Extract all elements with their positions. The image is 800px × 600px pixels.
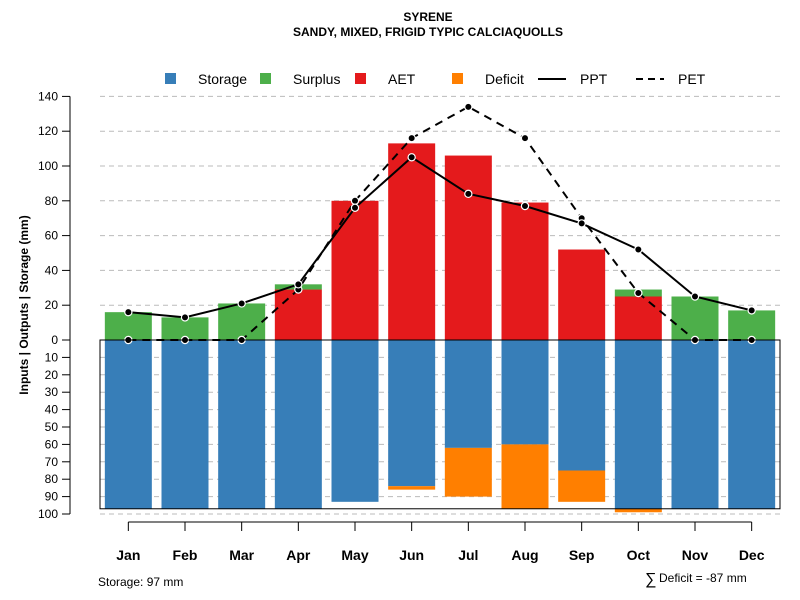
- bar-surplus-dec: [728, 310, 776, 340]
- point-ppt-jun: [407, 153, 416, 162]
- bar-deficit-oct: [614, 508, 662, 513]
- x-tick-label-jul: Jul: [458, 547, 478, 563]
- legend-swatch-surplus: [260, 73, 271, 84]
- x-tick-label-may: May: [341, 547, 368, 563]
- point-ppt-sep: [577, 219, 586, 228]
- bar-storage-mar: [218, 340, 266, 509]
- legend: Storage Surplus AET Deficit PPT PET: [165, 71, 706, 87]
- bar-storage-apr: [274, 340, 322, 509]
- y-tick-label-lower-80: 80: [45, 472, 59, 486]
- legend-label-deficit: Deficit: [485, 71, 524, 87]
- legend-swatch-deficit: [452, 73, 463, 84]
- x-tick-label-jun: Jun: [399, 547, 424, 563]
- bar-storage-feb: [161, 340, 209, 509]
- point-ppt-may: [350, 203, 360, 212]
- bar-deficit-sep: [558, 470, 606, 502]
- storage-footnote: Storage: 97 mm: [98, 575, 183, 589]
- y-tick-label-lower-40: 40: [45, 403, 59, 417]
- point-pet-oct: [634, 288, 643, 298]
- bar-storage-nov: [671, 340, 719, 509]
- deficit-sum-icon: ∑: [645, 571, 656, 588]
- legend-label-pet: PET: [678, 71, 706, 87]
- point-ppt-apr: [294, 280, 303, 289]
- point-pet-jun: [407, 133, 416, 143]
- legend-label-aet: AET: [388, 71, 416, 87]
- point-ppt-oct: [634, 245, 643, 254]
- bar-storage-may: [331, 340, 379, 502]
- x-tick-label-nov: Nov: [682, 547, 709, 563]
- storage-frame: [99, 339, 781, 510]
- y-tick-label-lower-100: 100: [38, 507, 58, 521]
- bar-storage-jun: [388, 340, 436, 487]
- y-tick-label-upper-20: 20: [45, 298, 59, 312]
- y-tick-label-lower-20: 20: [45, 368, 59, 382]
- bar-storage-sep: [558, 340, 606, 471]
- point-ppt-jul: [464, 189, 473, 199]
- bar-storage-jan: [104, 340, 152, 509]
- point-ppt-feb: [180, 313, 190, 322]
- bar-storage-dec: [728, 340, 776, 509]
- y-tick-label-upper-0: 0: [51, 333, 58, 347]
- bar-aet-may: [331, 200, 379, 340]
- x-tick-label-apr: Apr: [286, 547, 311, 563]
- y-tick-label-lower-90: 90: [45, 490, 59, 504]
- chart-title: SYRENE: [403, 10, 452, 24]
- legend-swatch-storage: [165, 73, 176, 84]
- x-tick-label-aug: Aug: [511, 547, 538, 563]
- y-tick-label-lower-60: 60: [45, 437, 59, 451]
- point-pet-jul: [464, 102, 473, 112]
- legend-swatch-aet: [355, 73, 366, 84]
- point-pet-may: [350, 196, 360, 205]
- y-tick-label-lower-50: 50: [45, 420, 59, 434]
- y-tick-label-upper-100: 100: [38, 159, 58, 173]
- y-axis-label: Inputs | Outputs | Storage (mm): [17, 215, 31, 394]
- bar-deficit-aug: [501, 444, 549, 509]
- bar-deficit-jun: [388, 486, 436, 490]
- point-ppt-jan: [124, 307, 133, 317]
- bar-aet-aug: [501, 202, 549, 340]
- bar-aet-sep: [558, 249, 606, 340]
- bar-aet-jun: [388, 143, 436, 340]
- bar-storage-aug: [501, 340, 549, 445]
- chart-subtitle: SANDY, MIXED, FRIGID TYPIC CALCIAQUOLLS: [293, 25, 563, 39]
- bars: [104, 143, 776, 513]
- bar-aet-apr: [274, 289, 322, 340]
- y-tick-label-lower-30: 30: [45, 385, 59, 399]
- x-tick-label-dec: Dec: [739, 547, 765, 563]
- y-tick-label-upper-140: 140: [38, 89, 58, 103]
- point-ppt-aug: [520, 201, 530, 211]
- y-tick-label-upper-80: 80: [45, 194, 59, 208]
- y-tick-label-upper-60: 60: [45, 229, 59, 243]
- y-tick-label-lower-10: 10: [45, 350, 59, 364]
- point-pet-aug: [520, 133, 530, 143]
- bar-aet-jul: [444, 155, 492, 340]
- bar-surplus-jan: [104, 312, 152, 340]
- point-ppt-mar: [237, 299, 246, 308]
- legend-label-surplus: Surplus: [293, 71, 340, 87]
- bar-surplus-nov: [671, 296, 719, 340]
- x-tick-label-jan: Jan: [116, 547, 140, 563]
- legend-label-storage: Storage: [198, 71, 247, 87]
- bar-surplus-feb: [161, 317, 209, 340]
- x-tick-label-feb: Feb: [173, 547, 198, 563]
- axes: 0 20 40 60 80 100 120 140 10 20 30 40 50 60 70 80 90 100 J…: [38, 89, 781, 563]
- bar-storage-oct: [614, 340, 662, 509]
- x-tick-label-oct: Oct: [627, 547, 651, 563]
- bar-storage-jul: [444, 340, 492, 448]
- bar-aet-oct: [614, 296, 662, 340]
- point-ppt-dec: [747, 306, 756, 315]
- legend-label-ppt: PPT: [580, 71, 608, 87]
- point-ppt-nov: [690, 292, 700, 301]
- y-tick-label-lower-70: 70: [45, 455, 59, 469]
- y-tick-label-upper-120: 120: [38, 124, 58, 138]
- deficit-footnote: Deficit = -87 mm: [659, 571, 747, 585]
- x-tick-label-sep: Sep: [569, 547, 595, 563]
- bar-deficit-jul: [444, 447, 492, 497]
- bar-surplus-mar: [218, 303, 266, 340]
- line-ppt: [128, 156, 752, 319]
- x-tick-label-mar: Mar: [229, 547, 254, 563]
- y-tick-label-upper-40: 40: [45, 263, 59, 277]
